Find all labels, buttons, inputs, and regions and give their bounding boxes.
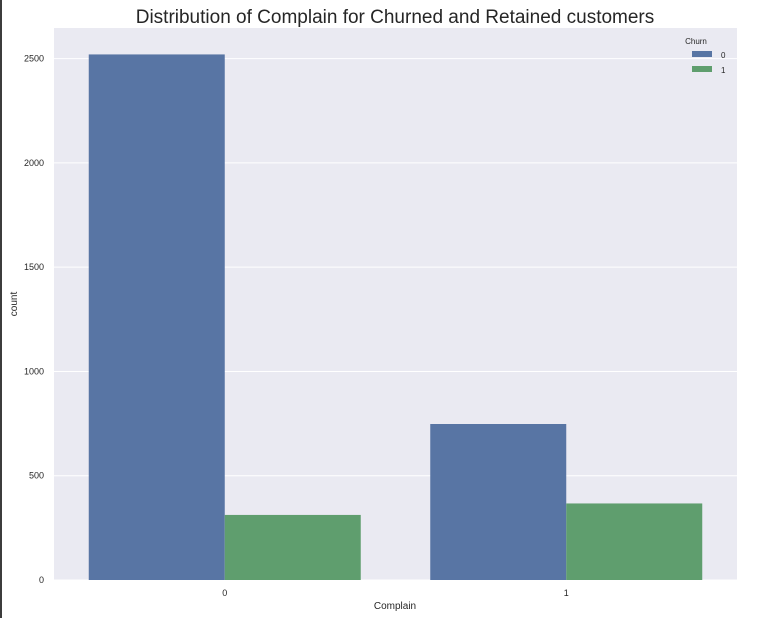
bar-complain-0-churn-1 [224, 514, 361, 580]
x-axis-label: Complain [374, 601, 416, 612]
legend-swatch-1 [692, 66, 712, 72]
y-axis-label: count [9, 292, 20, 317]
legend-label-1: 1 [721, 66, 726, 75]
y-tick-label: 2000 [24, 158, 44, 168]
legend-title: Churn [685, 37, 707, 46]
window-left-border [0, 0, 2, 618]
bar-complain-1-churn-0 [430, 423, 567, 580]
x-tick-label: 0 [222, 588, 227, 598]
legend-swatch-0 [692, 51, 712, 57]
y-tick-label: 500 [29, 471, 44, 481]
bar-complain-1-churn-1 [566, 503, 703, 580]
legend-label-0: 0 [721, 51, 726, 60]
y-tick-label: 0 [39, 575, 44, 585]
chart-title: Distribution of Complain for Churned and… [136, 7, 655, 28]
x-tick-label: 1 [564, 588, 569, 598]
y-tick-label: 1500 [24, 262, 44, 272]
y-tick-label: 2500 [24, 54, 44, 64]
bar-complain-0-churn-0 [88, 54, 225, 581]
y-tick-labels: 0 500 1000 1500 2000 2500 [24, 54, 44, 585]
y-tick-label: 1000 [24, 366, 44, 376]
bars [88, 54, 703, 581]
legend: Churn 0 1 [685, 37, 726, 75]
